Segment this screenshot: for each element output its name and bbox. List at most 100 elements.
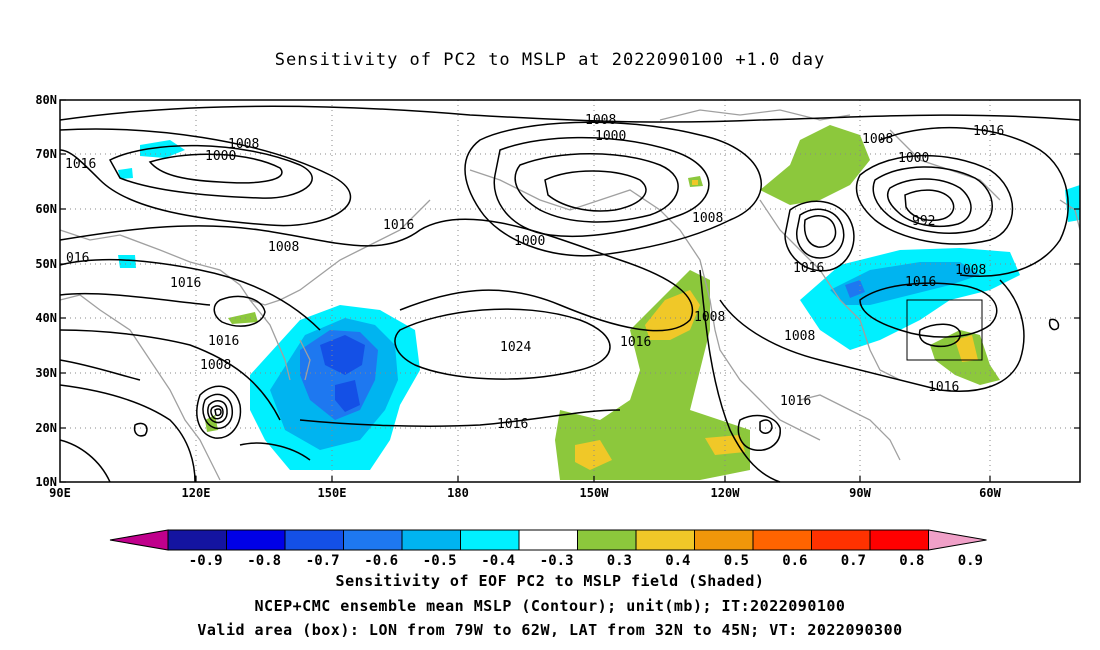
lat-labels: 80N 70N 60N 50N 40N 30N 20N 10N [35, 93, 57, 489]
lon-label: 180 [447, 486, 469, 500]
lat-label: 70N [35, 147, 57, 161]
contour-label: 1016 [383, 218, 414, 233]
contour-label: 1016 [170, 276, 201, 291]
valid-area-box [906, 299, 983, 361]
pos-shade-atl-box-y [955, 335, 978, 362]
colorbar-label: -0.5 [423, 553, 457, 569]
contour-label: 1008 [200, 358, 231, 373]
contour-label: 1000 [898, 151, 929, 166]
mslp-contours [59, 105, 1081, 483]
contour-label: 1008 [694, 310, 725, 325]
contour-label: 1008 [955, 263, 986, 278]
contour-label: 1000 [205, 149, 236, 164]
coastlines [59, 109, 1081, 481]
pos-shade-small-ny [692, 180, 698, 185]
tick-marks [60, 99, 1080, 483]
colorbar-label: -0.8 [247, 553, 281, 569]
contour-label: 016 [66, 251, 89, 266]
lon-labels: 90E 120E 150E 180 150W 120W 90W 60W [49, 486, 1001, 500]
pos-shade-epac-y1 [645, 290, 700, 340]
contour-label: 1008 [784, 329, 815, 344]
colorbar-label: -0.7 [306, 553, 340, 569]
colorbar-label: 0.4 [665, 553, 690, 569]
caption-line-2: NCEP+CMC ensemble mean MSLP (Contour); u… [254, 597, 846, 615]
caption-line-1: Sensitivity of EOF PC2 to MSLP field (Sh… [335, 572, 765, 590]
colorbar-label: -0.3 [540, 553, 574, 569]
lon-label: 120W [711, 486, 741, 500]
contour-label: 1016 [793, 261, 824, 276]
contour-label: 1016 [208, 334, 239, 349]
contour-label: 1008 [692, 211, 723, 226]
colorbar-swatch [518, 529, 578, 551]
contour-label: 1016 [928, 380, 959, 395]
colorbar-label: 0.5 [724, 553, 749, 569]
lat-label: 20N [35, 421, 57, 435]
colorbar-end-low [109, 529, 169, 551]
colorbar-swatch [694, 529, 754, 551]
contour-label: 1016 [973, 124, 1004, 139]
colorbar-label: 0.3 [607, 553, 632, 569]
neg-shade-atl-mid [830, 262, 980, 305]
contour-label: 1008 [585, 113, 616, 128]
colorbar-label: 0.9 [958, 553, 983, 569]
lon-label: 150W [580, 486, 610, 500]
colorbar-label: 0.8 [899, 553, 924, 569]
contour-label: 1016 [905, 275, 936, 290]
colorbar-swatch [401, 529, 461, 551]
neg-shade-small2 [118, 255, 136, 268]
contour-label: 1000 [514, 234, 545, 249]
colorbar-swatch [811, 529, 871, 551]
contour-labels: 1008 1000 1016 1008 1000 1008 1016 1000 … [65, 113, 1004, 432]
colorbar-swatch [226, 529, 286, 551]
contour-label: 992 [912, 214, 935, 229]
neg-shade-wpac-deep [320, 335, 365, 375]
lat-label: 50N [35, 257, 57, 271]
lat-label: 40N [35, 311, 57, 325]
map-frame [59, 99, 1081, 483]
neg-shade-atl [800, 248, 1020, 350]
neg-shade-wpac-deep2 [335, 380, 360, 412]
caption-line-3: Valid area (box): LON from 79W to 62W, L… [197, 621, 903, 639]
colorbar-swatch [460, 529, 520, 551]
colorbar-label: 0.7 [841, 553, 866, 569]
colorbar-label: -0.6 [364, 553, 398, 569]
chart-title: Sensitivity of PC2 to MSLP at 2022090100… [274, 50, 826, 70]
contour-label: 1008 [268, 240, 299, 255]
neg-shade-atl-core [845, 280, 865, 298]
lat-label: 80N [35, 93, 57, 107]
lon-label: 90W [849, 486, 871, 500]
neg-shade-nw [140, 140, 185, 158]
colorbar-label: -0.4 [481, 553, 515, 569]
colorbar-swatch [869, 529, 929, 551]
contour-label: 1016 [497, 417, 528, 432]
colorbar-swatch [284, 529, 344, 551]
lon-label: 90E [49, 486, 71, 500]
pos-shade-canada [760, 125, 870, 205]
lon-label: 150E [318, 486, 347, 500]
neg-shade-small1 [118, 168, 133, 179]
contour-label: 1016 [620, 335, 651, 350]
colorbar-end-high [928, 529, 987, 551]
colorbar-label: -0.9 [189, 553, 223, 569]
pos-shade-small-w [228, 312, 258, 324]
contour-label: 1016 [65, 157, 96, 172]
lat-label: 60N [35, 202, 57, 216]
lat-label: 10N [35, 475, 57, 489]
lon-label: 60W [979, 486, 1001, 500]
contour-label: 1000 [595, 129, 626, 144]
colorbar: -0.9 -0.8 -0.7 -0.6 -0.5 -0.4 -0.3 0.3 0.4 0.5 0.6… [109, 529, 987, 569]
colorbar-swatch [577, 529, 637, 551]
lon-label: 120E [182, 486, 211, 500]
colorbar-label: 0.6 [782, 553, 807, 569]
colorbar-swatch [752, 529, 812, 551]
lat-label: 30N [35, 366, 57, 380]
contour-label: 1024 [500, 340, 531, 355]
colorbar-swatch [635, 529, 695, 551]
colorbar-swatch [167, 529, 227, 551]
pos-shade-epac [555, 270, 750, 480]
contour-label: 1008 [228, 137, 259, 152]
colorbar-swatch [343, 529, 403, 551]
contour-label: 1008 [862, 132, 893, 147]
contour-label: 1016 [780, 394, 811, 409]
